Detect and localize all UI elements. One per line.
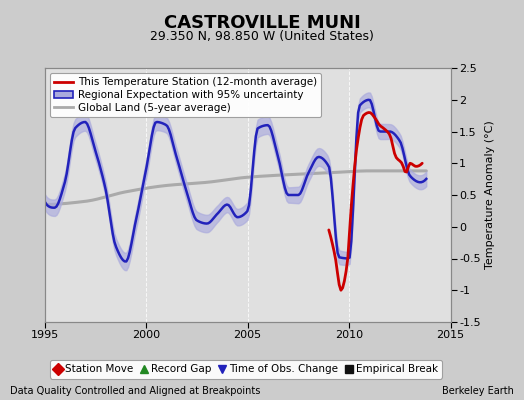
- Text: Data Quality Controlled and Aligned at Breakpoints: Data Quality Controlled and Aligned at B…: [10, 386, 261, 396]
- Legend: Station Move, Record Gap, Time of Obs. Change, Empirical Break: Station Move, Record Gap, Time of Obs. C…: [50, 360, 442, 378]
- Text: 29.350 N, 98.850 W (United States): 29.350 N, 98.850 W (United States): [150, 30, 374, 43]
- Text: CASTROVILLE MUNI: CASTROVILLE MUNI: [163, 14, 361, 32]
- Y-axis label: Temperature Anomaly (°C): Temperature Anomaly (°C): [485, 121, 495, 269]
- Text: Berkeley Earth: Berkeley Earth: [442, 386, 514, 396]
